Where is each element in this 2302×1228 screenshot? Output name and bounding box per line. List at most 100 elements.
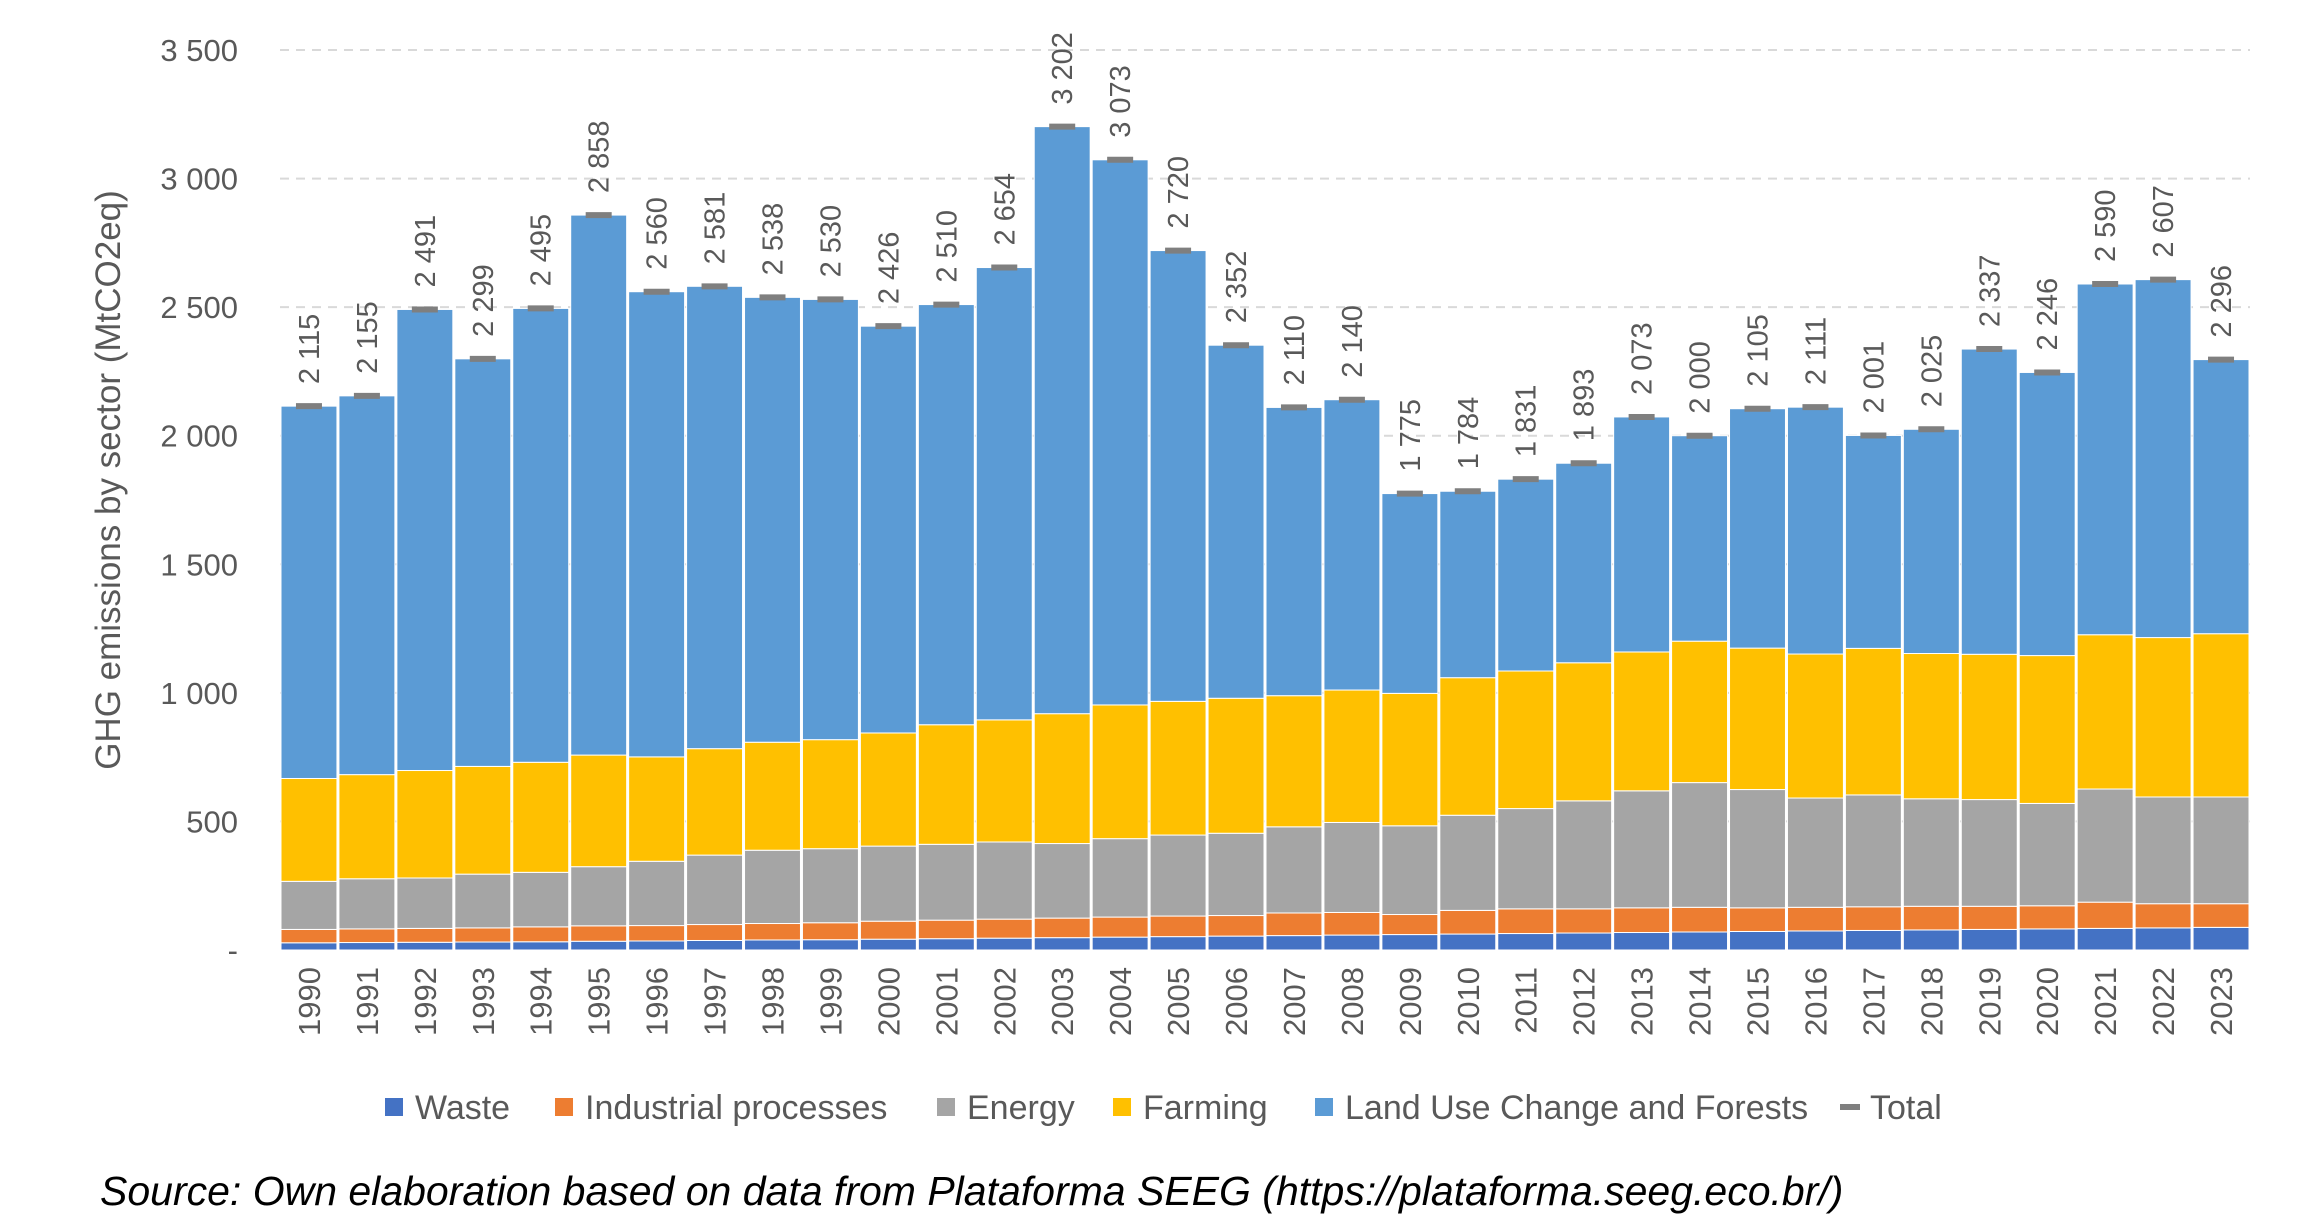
legend-label: Total xyxy=(1870,1089,1942,1127)
bar-segment xyxy=(628,860,686,927)
y-tick-label: - xyxy=(228,933,238,968)
bars xyxy=(280,126,2250,951)
x-tick-label: 2019 xyxy=(1972,967,2007,1036)
bar-segment xyxy=(975,267,1033,721)
bar-segment xyxy=(1323,911,1381,936)
bar-segment xyxy=(1844,906,1902,931)
total-data-label: 2 426 xyxy=(873,232,905,305)
bar-segment xyxy=(744,939,801,951)
bar-segment xyxy=(1902,929,1960,951)
bar-segment xyxy=(917,919,975,940)
x-tick-label: 2015 xyxy=(1741,967,1776,1036)
bar-segment xyxy=(1207,344,1265,699)
legend-label: Energy xyxy=(967,1089,1075,1127)
bar-segment xyxy=(1555,462,1613,664)
x-tick-label: 2002 xyxy=(987,967,1022,1036)
bar-segment xyxy=(1902,428,1960,655)
x-tick-label: 2017 xyxy=(1856,967,1891,1036)
total-data-label: 2 337 xyxy=(1974,254,2006,327)
total-data-label: 2 115 xyxy=(294,314,326,384)
total-data-label: 2 607 xyxy=(2148,185,2180,258)
bar-segment xyxy=(1033,917,1091,939)
bar-segment xyxy=(1960,653,2018,801)
total-data-label: 3 202 xyxy=(1047,32,1079,105)
total-data-label: 2 111 xyxy=(1800,317,1832,385)
bar-segment xyxy=(1555,800,1613,910)
bar-segment xyxy=(1497,933,1555,951)
bar-segment xyxy=(1844,434,1902,649)
total-data-label: 2 581 xyxy=(700,192,732,265)
bar-segment xyxy=(1497,670,1555,810)
bar-segment xyxy=(396,877,454,929)
bar-segment xyxy=(1844,647,1902,796)
total-data-label: 2 246 xyxy=(2032,278,2064,351)
x-tick-label: 2010 xyxy=(1451,967,1486,1036)
bar-segment xyxy=(1207,697,1265,834)
bar-segment xyxy=(1149,700,1207,836)
bar-segment xyxy=(570,925,628,942)
stacked-bar-chart: - 500 1 000 1 500 2 000 2 500 3 000 3 500 GHG e… xyxy=(89,32,2250,1127)
bar-segment xyxy=(1265,826,1323,914)
bar-segment xyxy=(2018,928,2076,951)
x-tick-label: 2016 xyxy=(1798,967,1833,1036)
x-tick-label: 2021 xyxy=(2088,967,2123,1036)
bar-segment xyxy=(280,942,338,951)
legend-label: Waste xyxy=(415,1089,510,1127)
bar-segment xyxy=(1091,936,1149,951)
bar-segment xyxy=(570,940,628,951)
bar-segment xyxy=(1960,799,2018,907)
bar-segment xyxy=(1729,907,1786,932)
x-tick-label: 1990 xyxy=(292,967,327,1036)
y-tick-label: 2 000 xyxy=(160,419,238,454)
x-tick-label: 2004 xyxy=(1103,967,1138,1036)
bar-segment xyxy=(1671,782,1729,908)
total-data-label: 2 495 xyxy=(526,214,558,287)
bar-segment xyxy=(1439,490,1497,679)
y-tick-label: 1 500 xyxy=(160,547,238,582)
bar-segment xyxy=(1439,677,1497,816)
bar-segment xyxy=(338,878,396,930)
x-tick-label: 1999 xyxy=(813,967,848,1036)
bar-segment xyxy=(859,325,917,734)
bar-segment xyxy=(1381,934,1439,951)
bar-segment xyxy=(396,941,454,951)
y-axis-ticks: - 500 1 000 1 500 2 000 2 500 3 000 3 500 xyxy=(160,33,238,968)
bar-segment xyxy=(1497,908,1555,935)
x-tick-label: 1994 xyxy=(524,967,559,1036)
x-tick-label: 1997 xyxy=(698,967,733,1036)
x-tick-label: 1996 xyxy=(640,967,675,1036)
total-data-label: 3 073 xyxy=(1105,65,1137,138)
bar-segment xyxy=(1613,651,1671,792)
bar-segment xyxy=(975,918,1033,939)
bar-segment xyxy=(1960,348,2018,655)
bar-segment xyxy=(396,770,454,879)
bar-segment xyxy=(454,765,512,875)
bar-segment xyxy=(1555,908,1613,934)
bar-segment xyxy=(454,941,512,951)
x-tick-label: 2009 xyxy=(1393,967,1428,1036)
bar-segment xyxy=(512,941,570,951)
bar-segment xyxy=(1497,478,1555,672)
bar-segment xyxy=(1323,821,1381,913)
bar-segment xyxy=(454,873,512,929)
x-tick-label: 2005 xyxy=(1161,967,1196,1036)
x-tick-label: 2003 xyxy=(1045,967,1080,1036)
bar-segment xyxy=(2192,359,2250,635)
legend-swatch xyxy=(385,1098,403,1116)
bar-segment xyxy=(975,719,1033,843)
x-tick-label: 2018 xyxy=(1914,967,1949,1036)
total-data-label: 2 025 xyxy=(1916,335,1948,408)
legend-label: Industrial processes xyxy=(585,1089,887,1127)
total-data-label: 1 831 xyxy=(1511,385,1543,458)
bar-segment xyxy=(2018,905,2076,930)
bar-segment xyxy=(1613,790,1671,909)
total-data-label: 2 073 xyxy=(1627,322,1659,395)
bar-segment xyxy=(338,774,396,880)
bar-segment xyxy=(686,854,744,926)
bar-segment xyxy=(454,927,512,943)
bar-segment xyxy=(1207,832,1265,917)
source-note: Source: Own elaboration based on data fr… xyxy=(100,1168,1844,1214)
y-tick-label: 500 xyxy=(186,804,238,839)
y-tick-label: 3 000 xyxy=(160,162,238,197)
bar-segment xyxy=(744,923,801,941)
